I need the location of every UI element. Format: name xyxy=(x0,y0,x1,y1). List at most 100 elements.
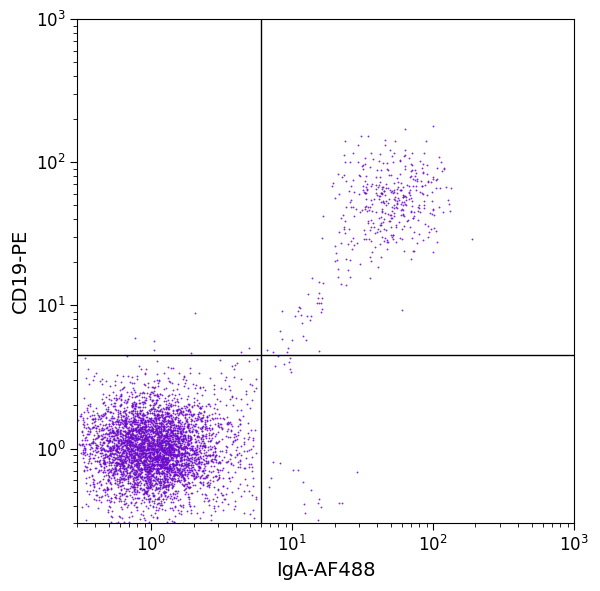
Point xyxy=(229,365,239,374)
Point xyxy=(244,434,253,444)
Point xyxy=(163,475,172,484)
Point xyxy=(101,408,110,417)
Point xyxy=(221,401,230,410)
Point xyxy=(376,198,385,207)
Point xyxy=(184,424,193,433)
Point xyxy=(87,418,97,428)
Point xyxy=(191,445,201,454)
Point xyxy=(391,195,400,204)
Point xyxy=(121,443,131,453)
Point xyxy=(146,480,155,490)
Point xyxy=(130,447,139,457)
Point xyxy=(158,452,167,461)
Point xyxy=(153,451,163,460)
Point xyxy=(147,408,157,418)
Point xyxy=(168,450,178,459)
Point xyxy=(100,457,110,466)
Point xyxy=(167,503,177,512)
Point xyxy=(155,430,164,439)
Point xyxy=(147,418,157,427)
Point xyxy=(116,414,125,424)
Point xyxy=(120,406,130,415)
Point xyxy=(184,465,194,475)
Point xyxy=(118,384,128,393)
Point xyxy=(403,216,413,225)
Point xyxy=(95,420,104,429)
Point xyxy=(134,452,144,461)
Point xyxy=(151,407,160,416)
Point xyxy=(283,347,292,356)
Point xyxy=(104,454,113,463)
Point xyxy=(146,421,156,431)
Point xyxy=(166,442,176,452)
Point xyxy=(144,439,154,449)
Point xyxy=(428,204,438,214)
Point xyxy=(107,448,117,457)
Point xyxy=(142,429,152,439)
Point xyxy=(176,475,186,485)
Point xyxy=(130,478,140,488)
Point xyxy=(122,438,132,447)
Point xyxy=(191,450,200,459)
Point xyxy=(122,433,132,442)
Point xyxy=(118,462,128,472)
Point xyxy=(248,436,257,445)
Point xyxy=(212,404,222,414)
Point xyxy=(160,414,170,424)
Point xyxy=(189,430,199,440)
Point xyxy=(100,446,110,456)
Point xyxy=(398,193,407,202)
Point xyxy=(127,421,136,431)
Point xyxy=(127,417,136,427)
Point xyxy=(215,466,224,475)
Point xyxy=(142,464,152,473)
Point xyxy=(118,441,127,450)
Point xyxy=(172,441,181,450)
Point xyxy=(185,423,195,433)
Point xyxy=(152,447,162,456)
Point xyxy=(223,457,233,466)
Point xyxy=(106,413,116,423)
Point xyxy=(118,459,127,469)
Point xyxy=(139,473,149,483)
Point xyxy=(77,502,87,512)
Point xyxy=(195,402,205,412)
Point xyxy=(279,360,289,369)
Point xyxy=(152,459,162,469)
Point xyxy=(165,450,175,460)
Point xyxy=(134,390,143,400)
Point xyxy=(125,438,134,447)
Point xyxy=(89,453,98,463)
Point xyxy=(155,405,164,414)
Point xyxy=(162,492,172,502)
Point xyxy=(174,423,184,433)
Point xyxy=(179,372,189,382)
Point xyxy=(122,435,131,444)
Point xyxy=(157,469,166,478)
Point xyxy=(380,186,389,196)
Point xyxy=(122,491,131,501)
Point xyxy=(178,472,188,482)
Point xyxy=(164,431,174,441)
Point xyxy=(151,447,161,456)
Point xyxy=(221,441,231,451)
Point xyxy=(158,453,167,463)
Point xyxy=(139,480,149,490)
Point xyxy=(113,416,123,426)
Point xyxy=(121,431,130,441)
Point xyxy=(139,443,148,452)
Point xyxy=(214,451,224,460)
Point xyxy=(133,446,142,455)
Point xyxy=(218,505,227,515)
Point xyxy=(182,447,192,456)
Point xyxy=(135,455,145,465)
Point xyxy=(163,447,173,457)
Point xyxy=(144,472,154,482)
Point xyxy=(169,443,178,453)
Point xyxy=(143,469,153,478)
Point xyxy=(107,437,116,447)
Point xyxy=(185,431,194,441)
Point xyxy=(157,439,166,448)
Point xyxy=(218,463,227,473)
Point xyxy=(135,430,145,439)
